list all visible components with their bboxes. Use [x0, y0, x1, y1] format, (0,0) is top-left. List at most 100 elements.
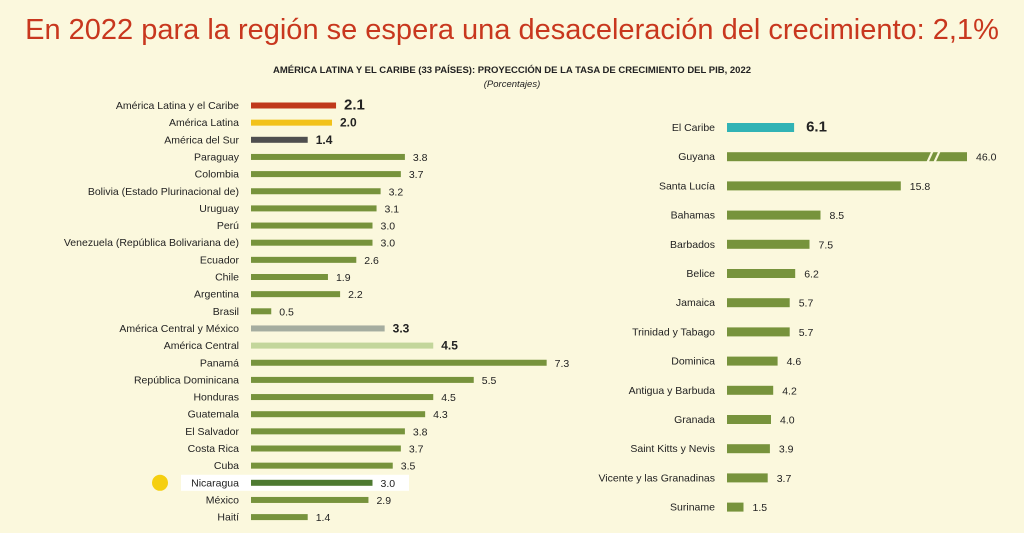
bar-uruguay [251, 205, 377, 212]
value-label-nicaragua: 3.0 [381, 478, 396, 490]
category-label-el-caribe: El Caribe [672, 122, 715, 134]
value-label-el-salvador: 3.8 [413, 426, 428, 438]
value-label-haiti: 1.4 [316, 512, 331, 524]
bar-america-central-y-mexico [251, 325, 385, 332]
bar-costa-rica [251, 445, 401, 452]
bar-dominica [727, 356, 778, 366]
category-label-guatemala: Guatemala [188, 409, 240, 421]
category-label-argentina: Argentina [194, 289, 239, 301]
bar-bolivia-estado-plurinacional-de [251, 188, 381, 195]
category-label-america-latina: América Latina [169, 117, 239, 129]
bar-guatemala [251, 411, 426, 418]
bar-guyana [727, 152, 967, 162]
category-label-bahamas: Bahamas [671, 210, 715, 222]
category-label-nicaragua: Nicaragua [191, 477, 239, 489]
bar-ecuador [251, 256, 357, 263]
value-label-vicente-y-las-granadinas: 3.7 [777, 473, 792, 485]
value-label-granada: 4.0 [780, 415, 795, 427]
value-label-panama: 7.3 [555, 358, 570, 370]
value-label-santa-lucia: 15.8 [910, 181, 931, 193]
category-label-mexico: México [206, 494, 239, 506]
bar-america-latina [251, 119, 332, 126]
value-label-belice: 6.2 [804, 269, 819, 281]
value-label-saint-kitts-y-nevis: 3.9 [779, 444, 794, 456]
category-label-saint-kitts-y-nevis: Saint Kitts y Nevis [630, 443, 715, 455]
bar-barbados [727, 239, 810, 249]
category-label-haiti: Haití [217, 512, 239, 524]
category-label-uruguay: Uruguay [199, 203, 239, 215]
category-label-bolivia-estado-plurinacional-de: Bolivia (Estado Plurinacional de) [88, 186, 239, 198]
category-label-honduras: Honduras [193, 392, 239, 404]
bar-el-salvador [251, 428, 405, 435]
value-label-america-central: 4.5 [441, 339, 458, 353]
value-label-barbados: 7.5 [819, 239, 834, 251]
value-label-cuba: 3.5 [401, 461, 416, 473]
highlight-marker [152, 474, 168, 491]
category-label-panama: Panamá [200, 357, 239, 369]
value-label-bolivia-estado-plurinacional-de: 3.2 [389, 186, 404, 198]
page-title: En 2022 para la región se espera una des… [25, 14, 999, 46]
value-label-bahamas: 8.5 [830, 210, 845, 222]
bar-honduras [251, 394, 434, 401]
category-label-vicente-y-las-granadinas: Vicente y las Granadinas [598, 472, 715, 484]
value-label-brasil: 0.5 [279, 306, 294, 318]
bar-venezuela-republica-bolivariana-de [251, 239, 373, 246]
value-label-america-central-y-mexico: 3.3 [393, 321, 410, 335]
bar-trinidad-y-tabago [727, 327, 790, 337]
bar-cuba [251, 462, 393, 469]
bar-jamaica [727, 298, 790, 308]
value-label-el-caribe: 6.1 [806, 119, 827, 136]
bar-america-latina-y-el-caribe [251, 102, 337, 109]
value-label-america-del-sur: 1.4 [316, 133, 333, 147]
bar-nicaragua [251, 479, 373, 486]
value-label-costa-rica: 3.7 [409, 444, 424, 456]
bar-bahamas [727, 210, 821, 220]
value-label-antigua-y-barbuda: 4.2 [782, 385, 797, 397]
value-label-ecuador: 2.6 [364, 255, 379, 267]
value-label-america-latina: 2.0 [340, 116, 357, 130]
value-label-mexico: 2.9 [376, 495, 391, 507]
bar-america-del-sur [251, 136, 308, 143]
chart-title: AMÉRICA LATINA Y EL CARIBE (33 PAÍSES): … [272, 65, 752, 76]
category-label-barbados: Barbados [670, 239, 715, 251]
value-label-colombia: 3.7 [409, 169, 424, 181]
bar-colombia [251, 171, 401, 178]
category-label-chile: Chile [215, 272, 239, 284]
category-label-granada: Granada [674, 414, 715, 426]
value-label-suriname: 1.5 [753, 502, 768, 514]
bar-haiti [251, 514, 308, 521]
category-label-santa-lucia: Santa Lucía [659, 180, 715, 192]
bar-vicente-y-las-granadinas [727, 473, 768, 483]
category-label-republica-dominicana: República Dominicana [134, 374, 239, 386]
bar-paraguay [251, 153, 405, 160]
right-bar-panel: El Caribe 6.1 Guyana 46.0 Santa Lucía 15.8 Bah… [598, 119, 996, 515]
value-label-guyana: 46.0 [976, 152, 997, 164]
bar-saint-kitts-y-nevis [727, 444, 770, 454]
bar-suriname [727, 502, 744, 512]
category-label-ecuador: Ecuador [200, 254, 240, 266]
bar-belice [727, 269, 796, 278]
category-label-guyana: Guyana [678, 151, 715, 163]
bar-america-central [251, 342, 434, 349]
bar-republica-dominicana [251, 376, 474, 383]
bar-chile [251, 274, 328, 280]
category-label-america-central-y-mexico: América Central y México [119, 323, 239, 335]
category-label-jamaica: Jamaica [676, 297, 715, 309]
category-label-el-salvador: El Salvador [185, 426, 239, 438]
value-label-guatemala: 4.3 [433, 409, 448, 421]
bar-el-caribe [727, 123, 795, 132]
value-label-honduras: 4.5 [441, 392, 456, 404]
chart-subtitle: (Porcentajes) [483, 79, 541, 90]
axis-break-mark [933, 149, 941, 164]
bar-argentina [251, 291, 341, 298]
category-label-trinidad-y-tabago: Trinidad y Tabago [632, 326, 715, 338]
bar-brasil [251, 308, 272, 315]
value-label-paraguay: 3.8 [413, 152, 428, 164]
bar-antigua-y-barbuda [727, 385, 774, 395]
category-label-dominica: Dominica [671, 356, 715, 368]
value-label-peru: 3.0 [381, 221, 396, 233]
value-label-trinidad-y-tabago: 5.7 [799, 327, 814, 339]
bar-peru [251, 222, 373, 229]
